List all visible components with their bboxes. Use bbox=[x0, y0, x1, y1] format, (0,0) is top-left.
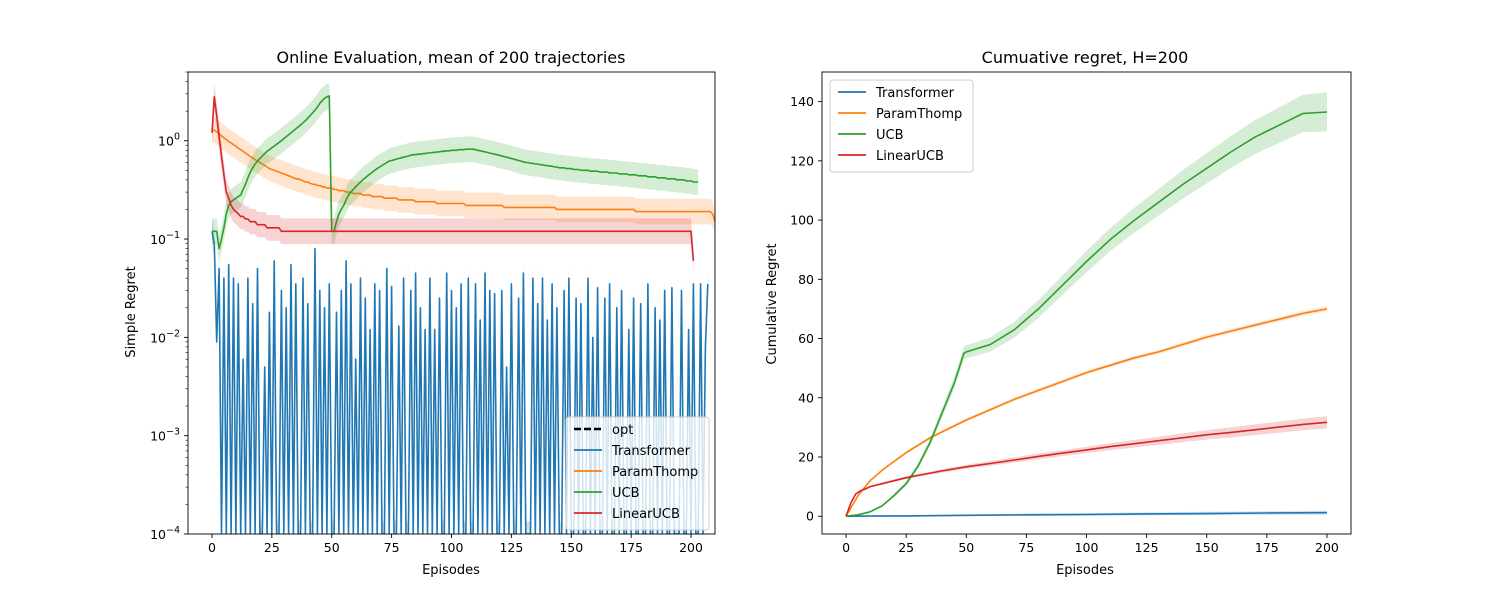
right-y-tick-label: 40 bbox=[798, 390, 814, 405]
left-x-tick-label: 50 bbox=[324, 540, 340, 555]
left-y-tick-label: 10−2 bbox=[150, 328, 180, 345]
right-y-tick-label: 120 bbox=[790, 153, 814, 168]
left-series-linearucb-line bbox=[211, 96, 695, 261]
left-y-tick-label: 10−4 bbox=[150, 525, 180, 542]
right-legend-label-paramthomp: ParamThomp bbox=[876, 107, 962, 122]
right-x-tick-label: 100 bbox=[1075, 540, 1099, 555]
left-chart: Online Evaluation, mean of 200 trajector… bbox=[124, 48, 716, 578]
right-legend: Transformer ParamThomp UCB LinearUCB bbox=[829, 79, 974, 173]
right-x-tick-label: 200 bbox=[1315, 540, 1339, 555]
right-x-tick-label: 175 bbox=[1255, 540, 1279, 555]
right-y-tick-label: 100 bbox=[790, 213, 814, 228]
right-legend-label-transformer: Transformer bbox=[875, 86, 955, 101]
left-chart-title: Online Evaluation, mean of 200 trajector… bbox=[277, 48, 626, 67]
right-chart-title: Cumuative regret, H=200 bbox=[982, 48, 1189, 67]
left-x-tick-label: 75 bbox=[384, 540, 400, 555]
left-y-tick-label: 10−1 bbox=[150, 230, 180, 247]
right-y-tick-label: 0 bbox=[806, 509, 814, 524]
right-chart: Cumuative regret, H=200 0 25 50 75 100 125 150… bbox=[765, 48, 1352, 578]
right-x-tick-label: 125 bbox=[1135, 540, 1159, 555]
left-y-tick-label: 100 bbox=[158, 132, 180, 149]
right-legend-label-ucb: UCB bbox=[876, 128, 904, 143]
right-x-tick-label: 150 bbox=[1195, 540, 1219, 555]
right-y-tick-label: 80 bbox=[798, 272, 814, 287]
right-y-tick-label: 20 bbox=[798, 450, 814, 465]
left-series-paramthomp-band bbox=[212, 116, 715, 235]
right-legend-label-linearucb: LinearUCB bbox=[876, 149, 944, 164]
right-series-ucb-band bbox=[846, 92, 1327, 517]
left-series-transformer-line bbox=[211, 231, 709, 534]
right-series-paramthomp-band bbox=[846, 306, 1327, 517]
right-x-tick-label: 0 bbox=[842, 540, 850, 555]
left-x-tick-label: 175 bbox=[619, 540, 643, 555]
left-series-paramthomp-line bbox=[211, 128, 715, 222]
right-plot-area: 0 25 50 75 100 125 150 175 200 0 20 40 60 80 100 120 140… bbox=[790, 71, 1352, 555]
right-series-ucb-line bbox=[845, 111, 1328, 517]
right-legend-box bbox=[829, 79, 974, 173]
left-series-ucb-line bbox=[212, 95, 699, 250]
left-series-linearucb-band bbox=[212, 83, 694, 274]
right-series-transformer-line bbox=[845, 511, 1328, 517]
right-x-axis-label: Episodes bbox=[1056, 563, 1114, 578]
right-series-linearucb-band bbox=[846, 416, 1327, 517]
right-series-layer bbox=[845, 92, 1328, 517]
left-x-tick-label: 150 bbox=[559, 540, 583, 555]
right-x-tick-label: 75 bbox=[1018, 540, 1034, 555]
right-series-linearucb-line bbox=[845, 421, 1328, 517]
left-legend: opt Transformer ParamThomp UCB LinearUCB bbox=[565, 416, 710, 531]
left-x-tick-label: 100 bbox=[440, 540, 464, 555]
left-legend-label-paramthomp: ParamThomp bbox=[612, 465, 698, 480]
right-x-tick-label: 50 bbox=[958, 540, 974, 555]
right-y-tick-label: 140 bbox=[790, 94, 814, 109]
left-legend-label-transformer: Transformer bbox=[611, 444, 691, 459]
left-x-tick-label: 25 bbox=[264, 540, 280, 555]
left-legend-label-linearucb: LinearUCB bbox=[612, 507, 680, 522]
left-x-tick-label: 0 bbox=[208, 540, 216, 555]
left-plot-area: 0 25 50 75 100 125 150 175 200 10−4 10−3 10−2 10−1 10… bbox=[150, 71, 716, 555]
left-x-tick-label: 125 bbox=[499, 540, 523, 555]
right-y-axis-label: Cumulative Regret bbox=[765, 243, 780, 364]
right-series-paramthomp-line bbox=[845, 308, 1328, 517]
left-x-axis-label: Episodes bbox=[422, 563, 480, 578]
left-y-tick-label: 10−3 bbox=[150, 427, 180, 444]
left-legend-box bbox=[565, 416, 710, 531]
left-series-layer bbox=[211, 83, 715, 534]
right-x-tick-label: 25 bbox=[898, 540, 914, 555]
left-legend-label-ucb: UCB bbox=[612, 486, 640, 501]
left-y-axis-label: Simple Regret bbox=[124, 266, 139, 357]
left-x-tick-label: 200 bbox=[679, 540, 703, 555]
right-y-tick-label: 60 bbox=[798, 331, 814, 346]
left-legend-label-opt: opt bbox=[612, 423, 633, 438]
